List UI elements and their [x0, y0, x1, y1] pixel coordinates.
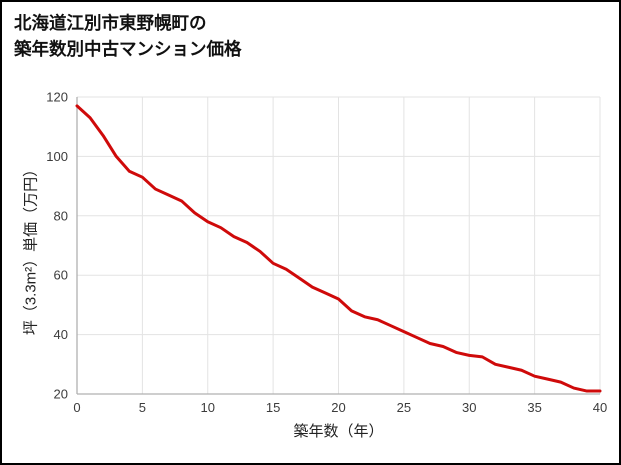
svg-text:40: 40 [593, 400, 607, 415]
svg-text:40: 40 [54, 327, 68, 342]
svg-text:0: 0 [73, 400, 80, 415]
grid-lines [76, 96, 601, 395]
x-axis-label: 築年数（年） [293, 423, 384, 440]
svg-text:120: 120 [46, 90, 68, 105]
svg-text:25: 25 [397, 400, 411, 415]
chart-title-line2: 築年数別中古マンション価格 [14, 39, 242, 60]
chart-title: 北海道江別市東野幌町の 築年数別中古マンション価格 [14, 10, 242, 63]
svg-text:5: 5 [139, 400, 146, 415]
axis-spines [76, 97, 600, 395]
svg-text:30: 30 [462, 400, 476, 415]
y-tick-labels: 20 40 60 80 100 120 [46, 90, 68, 402]
svg-text:80: 80 [54, 208, 68, 223]
svg-text:20: 20 [331, 400, 345, 415]
y-axis-label: 坪（3.3m²）単価（万円） [22, 161, 40, 336]
svg-text:10: 10 [201, 400, 215, 415]
x-tick-labels: 0 5 10 15 20 25 30 35 40 [73, 400, 607, 415]
svg-text:20: 20 [54, 387, 68, 402]
chart-title-line1: 北海道江別市東野幌町の [14, 13, 207, 33]
svg-text:100: 100 [46, 149, 68, 164]
svg-text:15: 15 [266, 400, 280, 415]
price-line [75, 104, 602, 393]
svg-text:35: 35 [527, 400, 541, 415]
svg-text:60: 60 [54, 268, 68, 283]
